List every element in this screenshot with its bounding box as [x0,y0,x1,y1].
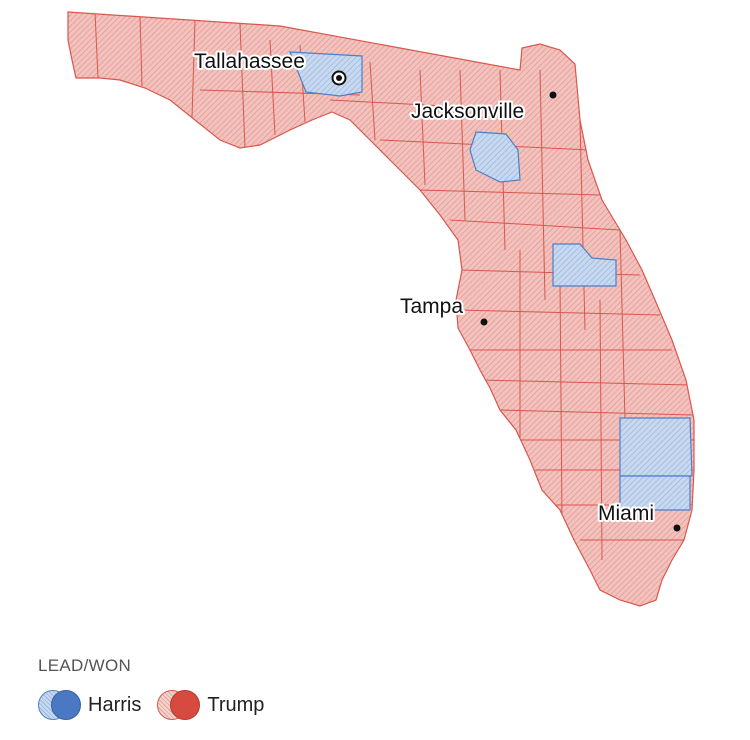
city-miami: Miami [596,500,681,532]
florida-county-map: Tallahassee Jacksonville Tampa Miami [67,11,695,607]
county-leon [289,51,363,97]
legend-label-trump: Trump [207,693,265,716]
city-label-tallahassee: Tallahassee [194,50,305,73]
city-dot-icon [549,91,557,99]
legend-item-harris: Harris [38,690,141,720]
city-tampa: Tampa [398,293,488,326]
city-dot-icon [480,318,488,326]
map-legend: LEAD/WON Harris Trump [38,656,280,720]
capital-dot-icon [336,75,342,81]
legend-item-trump: Trump [157,690,264,720]
county-palm-beach [619,417,693,477]
city-label-miami: Miami [598,502,654,525]
county-orange [552,243,617,287]
city-dot-icon [673,524,681,532]
city-label-jacksonville: Jacksonville [411,100,524,123]
legend-title: LEAD/WON [38,656,132,675]
trump-swatch-icon [157,690,201,720]
legend-items: Harris Trump [38,690,280,720]
harris-counties [289,51,693,511]
harris-swatch-icon [38,690,81,720]
county-broward [619,475,691,511]
city-label-tampa: Tampa [400,295,463,318]
legend-label-harris: Harris [88,693,142,716]
florida-state-shape [67,11,695,607]
city-jacksonville: Jacksonville [409,91,557,125]
county-alachua [469,131,521,183]
city-tallahassee: Tallahassee [192,48,347,86]
